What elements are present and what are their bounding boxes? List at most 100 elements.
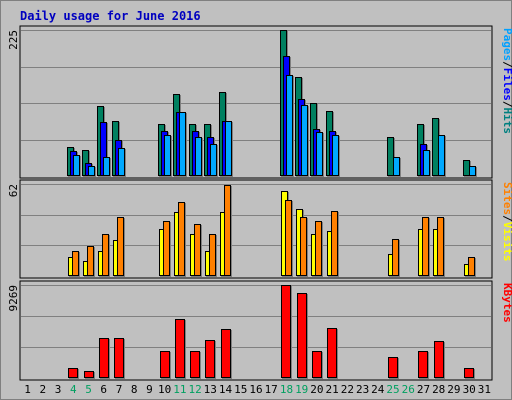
scale-max-label: 225 <box>7 30 20 50</box>
bar-sites-day-4 <box>72 251 79 276</box>
bar-hits-day-25 <box>387 137 394 176</box>
bar-sites-day-18 <box>285 200 292 276</box>
panel-frame <box>19 280 493 381</box>
series-legend: KBytes <box>501 283 512 323</box>
bar-kbytes-day-27 <box>418 351 428 378</box>
bar-pages-day-7 <box>118 148 125 176</box>
bar-kbytes-day-19 <box>297 293 307 378</box>
day-label-1: 1 <box>24 383 31 396</box>
bar-pages-day-20 <box>316 132 323 176</box>
scale-max-label: 9269 <box>7 285 20 312</box>
bar-pages-day-21 <box>332 135 339 176</box>
day-label-12: 12 <box>188 383 201 396</box>
bar-pages-day-10 <box>164 135 171 176</box>
day-label-21: 21 <box>325 383 338 396</box>
day-label-25: 25 <box>386 383 399 396</box>
bar-sites-day-11 <box>178 202 185 276</box>
day-label-14: 14 <box>219 383 233 396</box>
legend-entry: / <box>501 101 512 108</box>
bar-kbytes-day-30 <box>464 368 474 378</box>
day-label-31: 31 <box>478 383 491 396</box>
bar-pages-day-28 <box>438 135 445 176</box>
bar-pages-day-19 <box>301 105 308 176</box>
bar-kbytes-day-18 <box>281 285 291 378</box>
day-label-4: 4 <box>70 383 77 396</box>
day-label-5: 5 <box>85 383 92 396</box>
series-legend: Sites/Visits <box>501 182 512 262</box>
bar-sites-day-14 <box>224 185 231 276</box>
day-label-11: 11 <box>173 383 186 396</box>
day-label-17: 17 <box>265 383 278 396</box>
bar-sites-day-13 <box>209 234 216 276</box>
day-label-24: 24 <box>371 383 385 396</box>
bar-pages-day-13 <box>210 144 217 176</box>
bar-kbytes-day-4 <box>68 368 78 378</box>
bar-hits-day-30 <box>463 160 470 176</box>
panel-sites-visits: 62 Sites/Visits <box>7 179 512 279</box>
legend-entry: Pages <box>501 28 512 61</box>
legend-entry: Sites <box>501 182 512 215</box>
bar-sites-day-30 <box>468 257 475 276</box>
bar-pages-day-11 <box>179 112 186 176</box>
series-legend: Pages/Files/Hits <box>501 28 512 134</box>
day-label-2: 2 <box>39 383 46 396</box>
day-label-27: 27 <box>417 383 430 396</box>
bar-pages-day-27 <box>423 150 430 176</box>
day-label-8: 8 <box>131 383 138 396</box>
bar-pages-day-30 <box>469 166 476 176</box>
bar-hits-day-28 <box>432 118 439 176</box>
day-label-28: 28 <box>432 383 445 396</box>
bar-sites-day-27 <box>422 217 429 276</box>
day-label-23: 23 <box>356 383 369 396</box>
day-label-10: 10 <box>158 383 171 396</box>
legend-entry: Visits <box>501 222 512 262</box>
day-label-3: 3 <box>55 383 62 396</box>
bar-kbytes-day-5 <box>84 371 94 378</box>
bar-sites-day-21 <box>331 211 338 276</box>
bar-kbytes-day-7 <box>114 338 124 378</box>
legend-entry: / <box>501 215 512 222</box>
day-label-20: 20 <box>310 383 323 396</box>
day-label-9: 9 <box>146 383 153 396</box>
day-label-30: 30 <box>463 383 476 396</box>
day-label-18: 18 <box>280 383 293 396</box>
bar-sites-day-10 <box>163 221 170 276</box>
legend-entry: Files <box>501 68 512 101</box>
bar-kbytes-day-11 <box>175 319 185 378</box>
bar-kbytes-day-28 <box>434 341 444 378</box>
bar-kbytes-day-20 <box>312 351 322 378</box>
bar-pages-day-25 <box>393 157 400 176</box>
bar-kbytes-day-14 <box>221 329 231 378</box>
bar-sites-day-28 <box>437 217 444 276</box>
bar-pages-day-14 <box>225 121 232 176</box>
day-label-16: 16 <box>249 383 262 396</box>
bar-sites-day-5 <box>87 246 94 276</box>
day-label-29: 29 <box>447 383 460 396</box>
day-label-6: 6 <box>100 383 107 396</box>
bar-pages-day-12 <box>195 137 202 176</box>
bar-kbytes-day-21 <box>327 328 337 378</box>
bar-pages-day-6 <box>103 157 110 176</box>
chart-title: Daily usage for June 2016 <box>20 9 201 23</box>
bar-kbytes-day-6 <box>99 338 109 378</box>
day-label-26: 26 <box>402 383 415 396</box>
day-label-13: 13 <box>204 383 217 396</box>
bar-kbytes-day-25 <box>388 357 398 378</box>
bar-sites-day-25 <box>392 239 399 276</box>
legend-entry: Hits <box>501 108 512 135</box>
legend-entry: KBytes <box>501 283 512 323</box>
scale-max-label: 62 <box>7 184 20 197</box>
day-label-19: 19 <box>295 383 308 396</box>
bar-sites-day-12 <box>194 224 201 276</box>
x-axis-day-labels: 1 2 3 4 5 6 7 8 9 10 11 12 13 14 15 16 17 18 19 20 21 22 23 24 2… <box>24 383 491 396</box>
chart-panels: 225Pages/Files/Hits62Sites/Visits9269KBy… <box>7 25 512 381</box>
day-label-7: 7 <box>116 383 123 396</box>
bar-sites-day-19 <box>300 217 307 276</box>
bar-pages-day-5 <box>88 166 95 176</box>
bar-sites-day-6 <box>102 234 109 276</box>
bar-kbytes-day-12 <box>190 351 200 378</box>
bar-pages-day-4 <box>73 155 80 176</box>
bar-pages-day-18 <box>286 75 293 176</box>
panel-kbytes: 9269 KBytes <box>7 280 512 381</box>
